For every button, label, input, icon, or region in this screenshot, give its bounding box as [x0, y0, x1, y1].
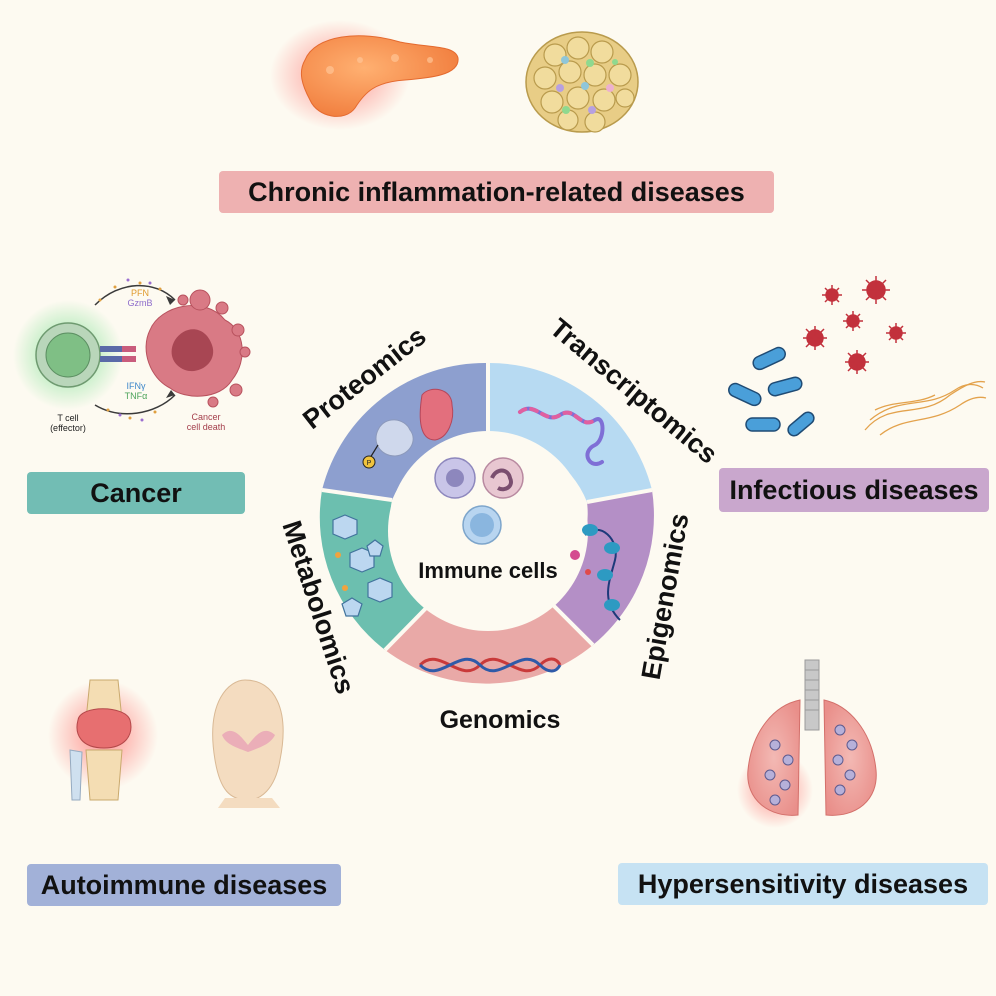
hypersensitivity-diseases-label: Hypersensitivity diseases [618, 863, 988, 905]
autoimmune-diseases-label: Autoimmune diseases [27, 864, 341, 906]
tnfa-label: TNFα [125, 391, 148, 401]
pfn-label: PFN [131, 288, 149, 298]
chromatin-icon [570, 524, 621, 621]
pathogens-icon [728, 276, 987, 437]
chronic-inflammation-label: Chronic inflammation-related diseases [219, 171, 774, 213]
tcell-killing-icon: PFN GzmB IFNγ TNFα T cell (effector) Can… [13, 278, 251, 433]
segment-epigenomics [545, 490, 654, 645]
dna-icon [418, 657, 562, 673]
genomics-label: Genomics [440, 706, 561, 734]
immune-cells-title: Immune cells [418, 558, 557, 583]
tcell-label-line2: (effector) [50, 423, 86, 433]
cancer-label: Cancer [27, 472, 245, 514]
protein-icon: P [362, 388, 454, 469]
segment-genomics [385, 597, 593, 684]
metabolite-icon [332, 514, 393, 617]
svg-text:P: P [367, 460, 372, 467]
pancreas-icon [270, 20, 459, 130]
gzmb-label: GzmB [127, 298, 152, 308]
head-rash-icon [212, 679, 284, 808]
tcell-label-line1: T cell [57, 413, 78, 423]
lungs-icon [737, 659, 877, 828]
infectious-diseases-label: Infectious diseases [719, 468, 989, 512]
cancer-death-label-line1: Cancer [191, 412, 220, 422]
cancer-death-label-line2: cell death [187, 422, 226, 432]
segment-transcriptomics [488, 362, 652, 502]
immune-cells-icon [434, 457, 524, 545]
rna-icon [518, 406, 605, 466]
ifng-label: IFNγ [127, 381, 146, 391]
knee-joint-icon [48, 679, 158, 801]
adipose-tissue-icon [525, 31, 639, 133]
